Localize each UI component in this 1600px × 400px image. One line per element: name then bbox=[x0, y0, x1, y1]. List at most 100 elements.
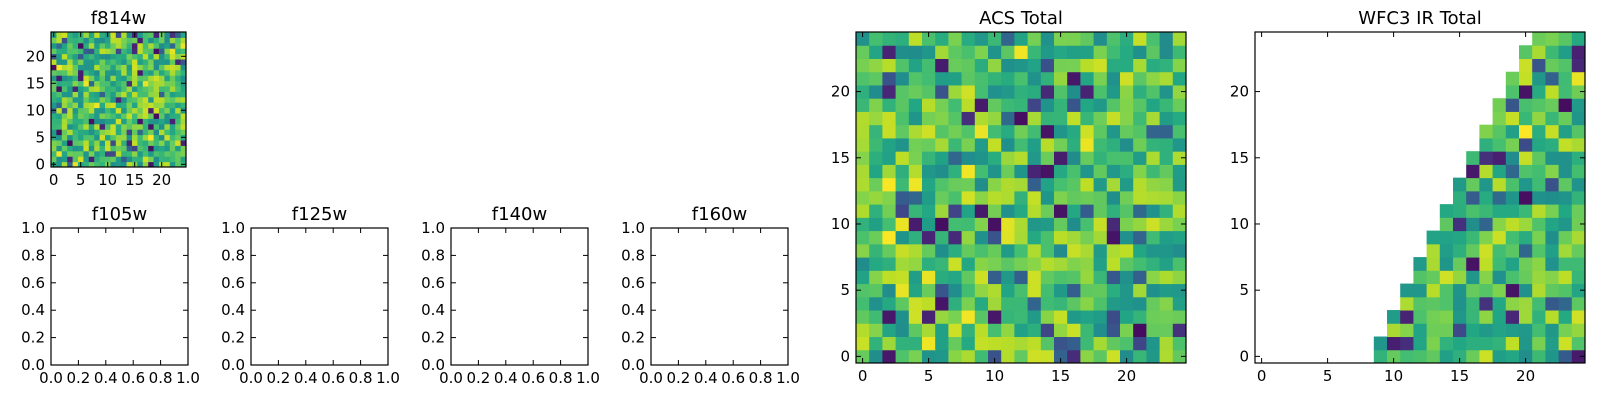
x-tick-label: 0.0 bbox=[239, 369, 263, 387]
y-tick-label: 5 bbox=[1239, 281, 1249, 299]
heatmap-cell bbox=[56, 48, 63, 55]
axes-frame bbox=[1254, 31, 1586, 364]
heatmap-cell bbox=[137, 64, 144, 71]
heatmap-cell bbox=[153, 96, 160, 103]
heatmap-cell bbox=[856, 349, 870, 364]
y-tick-label: 0 bbox=[840, 347, 850, 365]
y-tick-label: 0.4 bbox=[421, 301, 445, 319]
heatmap-cell bbox=[948, 349, 963, 364]
heatmap-cell bbox=[126, 107, 133, 114]
heatmap-cell bbox=[1106, 243, 1121, 258]
heatmap-cell bbox=[1001, 98, 1015, 112]
heatmap-cell bbox=[882, 71, 897, 86]
heatmap-cell bbox=[126, 129, 133, 136]
heatmap-cell bbox=[922, 111, 936, 126]
heatmap-cell bbox=[72, 118, 79, 125]
heatmap-cell bbox=[175, 86, 182, 92]
heatmap-cell bbox=[1172, 111, 1187, 126]
heatmap-cell bbox=[148, 96, 155, 103]
y-tick-label: 0.8 bbox=[621, 246, 645, 264]
heatmap-cell bbox=[137, 48, 144, 55]
heatmap-cell bbox=[1466, 257, 1480, 271]
heatmap-cell bbox=[1172, 151, 1187, 165]
heatmap-cell bbox=[126, 150, 133, 157]
heatmap-cell bbox=[988, 257, 1002, 271]
heatmap-cell bbox=[1519, 190, 1533, 205]
y-tick-label: 20 bbox=[831, 83, 850, 101]
heatmap-cell bbox=[148, 91, 155, 98]
heatmap-cell bbox=[1571, 164, 1586, 179]
x-tick-label: 15 bbox=[1051, 367, 1070, 385]
heatmap-cell bbox=[67, 59, 74, 65]
heatmap-cell bbox=[1558, 58, 1573, 73]
heatmap-cell bbox=[961, 283, 976, 298]
heatmap-cell bbox=[1067, 137, 1081, 152]
heatmap-cell bbox=[974, 98, 989, 112]
heatmap-cell bbox=[164, 64, 171, 71]
heatmap-cell bbox=[1106, 190, 1121, 205]
heatmap-cell bbox=[1400, 283, 1414, 298]
heatmap-cell bbox=[1146, 323, 1161, 338]
heatmap-cell bbox=[1426, 349, 1441, 364]
heatmap-cell bbox=[132, 69, 138, 76]
heatmap-cell bbox=[948, 190, 963, 205]
heatmap-cell bbox=[164, 42, 171, 49]
heatmap-cell bbox=[869, 124, 883, 139]
heatmap-cell bbox=[895, 296, 910, 311]
heatmap-cell bbox=[164, 123, 171, 130]
heatmap-cell bbox=[164, 69, 171, 76]
heatmap-cell bbox=[895, 32, 910, 46]
heatmap-cell bbox=[159, 150, 165, 157]
heatmap-cell bbox=[1027, 84, 1042, 99]
heatmap-cell bbox=[1067, 151, 1081, 165]
heatmap-cell bbox=[61, 86, 68, 92]
heatmap-cell bbox=[175, 80, 182, 87]
heatmap-cell bbox=[1571, 45, 1586, 59]
heatmap-cell bbox=[169, 129, 176, 136]
axes-frame bbox=[50, 31, 187, 168]
heatmap-cell bbox=[121, 107, 128, 114]
heatmap-cell bbox=[1146, 310, 1161, 324]
heatmap-cell bbox=[72, 145, 79, 152]
heatmap-cell bbox=[1453, 177, 1467, 192]
heatmap-cell bbox=[1505, 230, 1520, 245]
heatmap-cell bbox=[180, 75, 187, 82]
heatmap-cell bbox=[56, 75, 63, 82]
heatmap-cell bbox=[110, 140, 117, 146]
heatmap-cell bbox=[159, 107, 165, 114]
heatmap-cell bbox=[869, 84, 883, 99]
heatmap-cell bbox=[159, 86, 165, 92]
heatmap-cell bbox=[1080, 98, 1095, 112]
heatmap-cell bbox=[115, 156, 122, 163]
heatmap-cell bbox=[1080, 283, 1095, 298]
heatmap-cell bbox=[83, 53, 90, 60]
heatmap-cell bbox=[1439, 283, 1454, 298]
heatmap-cell bbox=[908, 32, 923, 46]
heatmap-cell bbox=[153, 37, 160, 44]
heatmap-cell bbox=[1040, 296, 1055, 311]
heatmap-cell bbox=[126, 32, 133, 38]
heatmap-cell bbox=[137, 140, 144, 146]
heatmap-cell bbox=[121, 53, 128, 60]
heatmap-cell bbox=[895, 137, 910, 152]
heatmap-cell bbox=[110, 42, 117, 49]
heatmap-cell bbox=[1120, 283, 1134, 298]
heatmap-cell bbox=[164, 107, 171, 114]
heatmap-cell bbox=[1027, 137, 1042, 152]
heatmap-cell bbox=[1146, 230, 1161, 245]
panel-title: WFC3 IR Total bbox=[1358, 8, 1481, 29]
heatmap-cell bbox=[1172, 217, 1187, 232]
heatmap-cell bbox=[67, 96, 74, 103]
heatmap-cell bbox=[88, 53, 95, 60]
heatmap-cell bbox=[61, 102, 68, 109]
heatmap-cell bbox=[180, 96, 187, 103]
heatmap-cell bbox=[1545, 58, 1560, 73]
heatmap-cell bbox=[88, 107, 95, 114]
heatmap-cell bbox=[1492, 310, 1507, 324]
heatmap-cell bbox=[67, 91, 74, 98]
heatmap-cell bbox=[1120, 349, 1134, 364]
heatmap-cell bbox=[1519, 323, 1533, 338]
heatmap-cell bbox=[153, 64, 160, 71]
heatmap-cell bbox=[83, 64, 90, 71]
heatmap-cell bbox=[922, 58, 936, 73]
